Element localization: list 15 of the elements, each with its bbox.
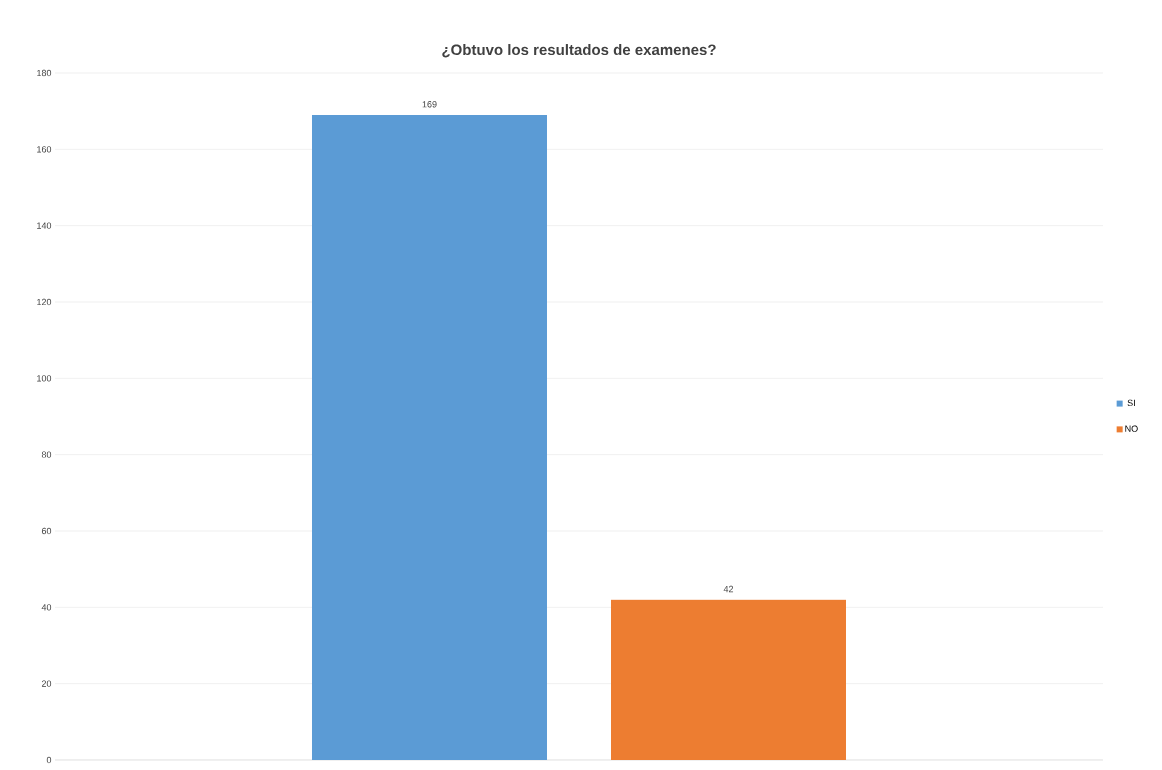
data-label: 169: [422, 101, 437, 108]
legend-label: SI: [1127, 399, 1135, 407]
y-tick-label: 80: [41, 451, 52, 458]
legend-label: NO: [1125, 425, 1138, 432]
y-tick-label: 40: [41, 604, 52, 611]
y-tick-label: 140: [37, 222, 52, 229]
y-tick-label: 0: [46, 756, 52, 764]
data-label: 42: [723, 585, 734, 593]
y-tick-label: 100: [37, 375, 52, 382]
chart-title: ¿Obtuvo los resultados de examenes?: [442, 44, 716, 58]
y-tick-label: 120: [37, 298, 52, 306]
y-tick-label: 180: [37, 69, 52, 77]
y-tick-label: 20: [41, 680, 52, 687]
y-tick-label: 160: [37, 146, 52, 153]
y-tick-label: 60: [41, 527, 52, 535]
